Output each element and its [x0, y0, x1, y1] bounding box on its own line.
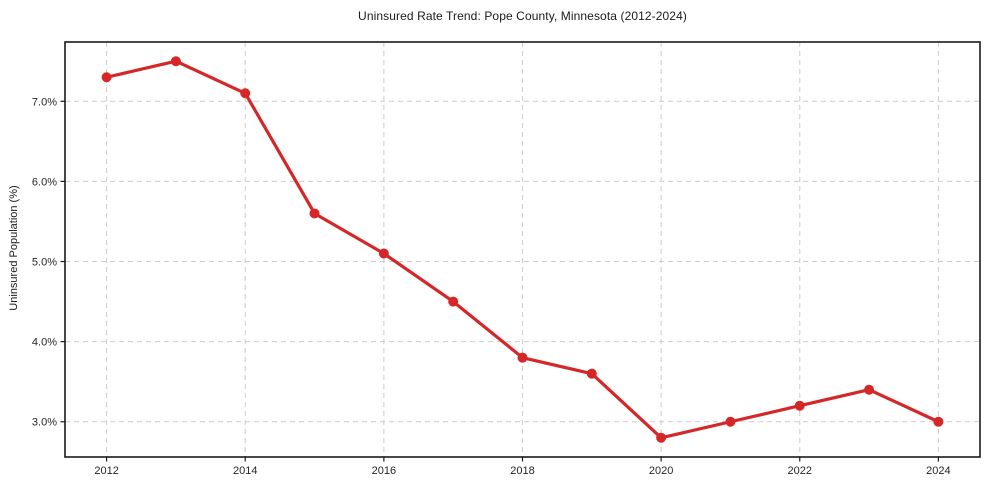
x-tick-label: 2016	[372, 465, 396, 477]
data-point-2018	[517, 352, 528, 363]
data-point-2023	[864, 384, 875, 395]
x-tick-label: 2014	[233, 465, 257, 477]
y-tick-label: 3.0%	[32, 417, 57, 429]
y-tick-label: 4.0%	[32, 337, 57, 349]
x-tick-label: 2024	[926, 465, 950, 477]
x-tick-label: 2020	[649, 465, 673, 477]
x-tick-label: 2018	[510, 465, 534, 477]
x-tick-label: 2022	[788, 465, 812, 477]
chart-title: Uninsured Rate Trend: Pope County, Minne…	[358, 9, 687, 23]
data-point-2019	[586, 368, 597, 379]
y-tick-label: 5.0%	[32, 257, 57, 269]
data-point-2013	[170, 56, 181, 67]
data-point-2014	[240, 88, 251, 99]
data-point-2015	[309, 208, 320, 219]
y-tick-label: 7.0%	[32, 96, 57, 108]
data-point-2016	[378, 248, 389, 259]
data-point-2020	[656, 432, 667, 443]
data-point-2021	[725, 416, 736, 427]
x-tick-label: 2012	[94, 465, 118, 477]
data-point-2022	[794, 400, 805, 411]
data-point-2017	[448, 296, 459, 307]
data-point-2012	[101, 72, 112, 83]
y-tick-label: 6.0%	[32, 176, 57, 188]
data-point-2024	[933, 416, 944, 427]
